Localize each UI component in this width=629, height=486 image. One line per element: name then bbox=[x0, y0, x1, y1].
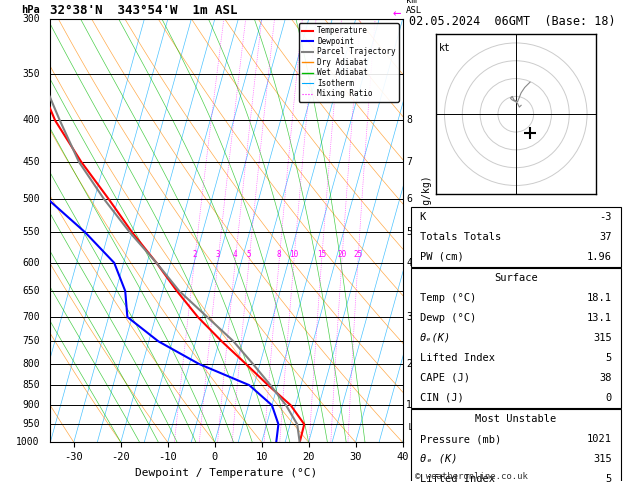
Text: km
ASL: km ASL bbox=[406, 0, 422, 15]
Text: 02.05.2024  06GMT  (Base: 18): 02.05.2024 06GMT (Base: 18) bbox=[409, 15, 615, 28]
Text: 38: 38 bbox=[599, 373, 612, 383]
Text: LCL: LCL bbox=[403, 423, 424, 433]
Text: 5: 5 bbox=[406, 227, 412, 237]
Text: PW (cm): PW (cm) bbox=[420, 252, 464, 262]
Text: -3: -3 bbox=[599, 212, 612, 222]
Text: Mixing Ratio (g/kg): Mixing Ratio (g/kg) bbox=[422, 175, 432, 287]
Text: 32°38'N  343°54'W  1m ASL: 32°38'N 343°54'W 1m ASL bbox=[50, 4, 238, 17]
Text: 315: 315 bbox=[593, 333, 612, 343]
Text: 6: 6 bbox=[406, 194, 412, 204]
FancyBboxPatch shape bbox=[411, 207, 621, 267]
Text: 13.1: 13.1 bbox=[587, 313, 612, 323]
X-axis label: Dewpoint / Temperature (°C): Dewpoint / Temperature (°C) bbox=[135, 468, 318, 478]
Text: Lifted Index: Lifted Index bbox=[420, 353, 494, 363]
Text: 5: 5 bbox=[247, 250, 251, 259]
Text: Temp (°C): Temp (°C) bbox=[420, 293, 476, 303]
Text: Surface: Surface bbox=[494, 273, 538, 283]
Text: θₑ (K): θₑ (K) bbox=[420, 454, 457, 464]
Text: 600: 600 bbox=[22, 258, 40, 268]
Text: ←: ← bbox=[393, 6, 401, 20]
Text: hPa: hPa bbox=[21, 5, 40, 15]
Text: 850: 850 bbox=[22, 380, 40, 390]
Text: 750: 750 bbox=[22, 336, 40, 346]
Text: © weatheronline.co.uk: © weatheronline.co.uk bbox=[415, 472, 528, 481]
FancyBboxPatch shape bbox=[411, 268, 621, 408]
Text: 8: 8 bbox=[406, 116, 412, 125]
Text: 5: 5 bbox=[606, 474, 612, 484]
Text: CAPE (J): CAPE (J) bbox=[420, 373, 469, 383]
Text: Lifted Index: Lifted Index bbox=[420, 474, 494, 484]
Text: 3: 3 bbox=[216, 250, 220, 259]
Text: Dewp (°C): Dewp (°C) bbox=[420, 313, 476, 323]
Text: 900: 900 bbox=[22, 400, 40, 410]
Text: CIN (J): CIN (J) bbox=[420, 393, 464, 403]
Text: 550: 550 bbox=[22, 227, 40, 237]
Text: 500: 500 bbox=[22, 194, 40, 204]
Text: 7: 7 bbox=[406, 157, 412, 167]
Text: 4: 4 bbox=[406, 258, 412, 268]
Text: kt: kt bbox=[439, 43, 451, 53]
FancyBboxPatch shape bbox=[411, 409, 621, 486]
Text: 18.1: 18.1 bbox=[587, 293, 612, 303]
Text: 37: 37 bbox=[599, 232, 612, 242]
Text: Pressure (mb): Pressure (mb) bbox=[420, 434, 501, 444]
Text: 300: 300 bbox=[22, 15, 40, 24]
Text: 1021: 1021 bbox=[587, 434, 612, 444]
Text: 1.96: 1.96 bbox=[587, 252, 612, 262]
Text: 350: 350 bbox=[22, 69, 40, 79]
Text: 450: 450 bbox=[22, 157, 40, 167]
Legend: Temperature, Dewpoint, Parcel Trajectory, Dry Adiabat, Wet Adiabat, Isotherm, Mi: Temperature, Dewpoint, Parcel Trajectory… bbox=[299, 23, 399, 102]
Text: 1000: 1000 bbox=[16, 437, 40, 447]
Text: 800: 800 bbox=[22, 359, 40, 369]
Text: 25: 25 bbox=[353, 250, 362, 259]
Text: Totals Totals: Totals Totals bbox=[420, 232, 501, 242]
Text: 8: 8 bbox=[277, 250, 281, 259]
Text: 700: 700 bbox=[22, 312, 40, 322]
Text: 1: 1 bbox=[406, 400, 412, 410]
Text: 650: 650 bbox=[22, 286, 40, 296]
Text: 2: 2 bbox=[192, 250, 197, 259]
Text: 20: 20 bbox=[337, 250, 347, 259]
Text: 10: 10 bbox=[289, 250, 298, 259]
Text: 4: 4 bbox=[233, 250, 237, 259]
Text: 315: 315 bbox=[593, 454, 612, 464]
Text: Most Unstable: Most Unstable bbox=[475, 414, 557, 424]
Text: 2: 2 bbox=[406, 359, 412, 369]
Text: 0: 0 bbox=[606, 393, 612, 403]
Text: θₑ(K): θₑ(K) bbox=[420, 333, 451, 343]
Text: 950: 950 bbox=[22, 419, 40, 429]
Text: 15: 15 bbox=[317, 250, 326, 259]
Text: K: K bbox=[420, 212, 426, 222]
Text: 3: 3 bbox=[406, 312, 412, 322]
Text: 5: 5 bbox=[606, 353, 612, 363]
Text: 400: 400 bbox=[22, 116, 40, 125]
